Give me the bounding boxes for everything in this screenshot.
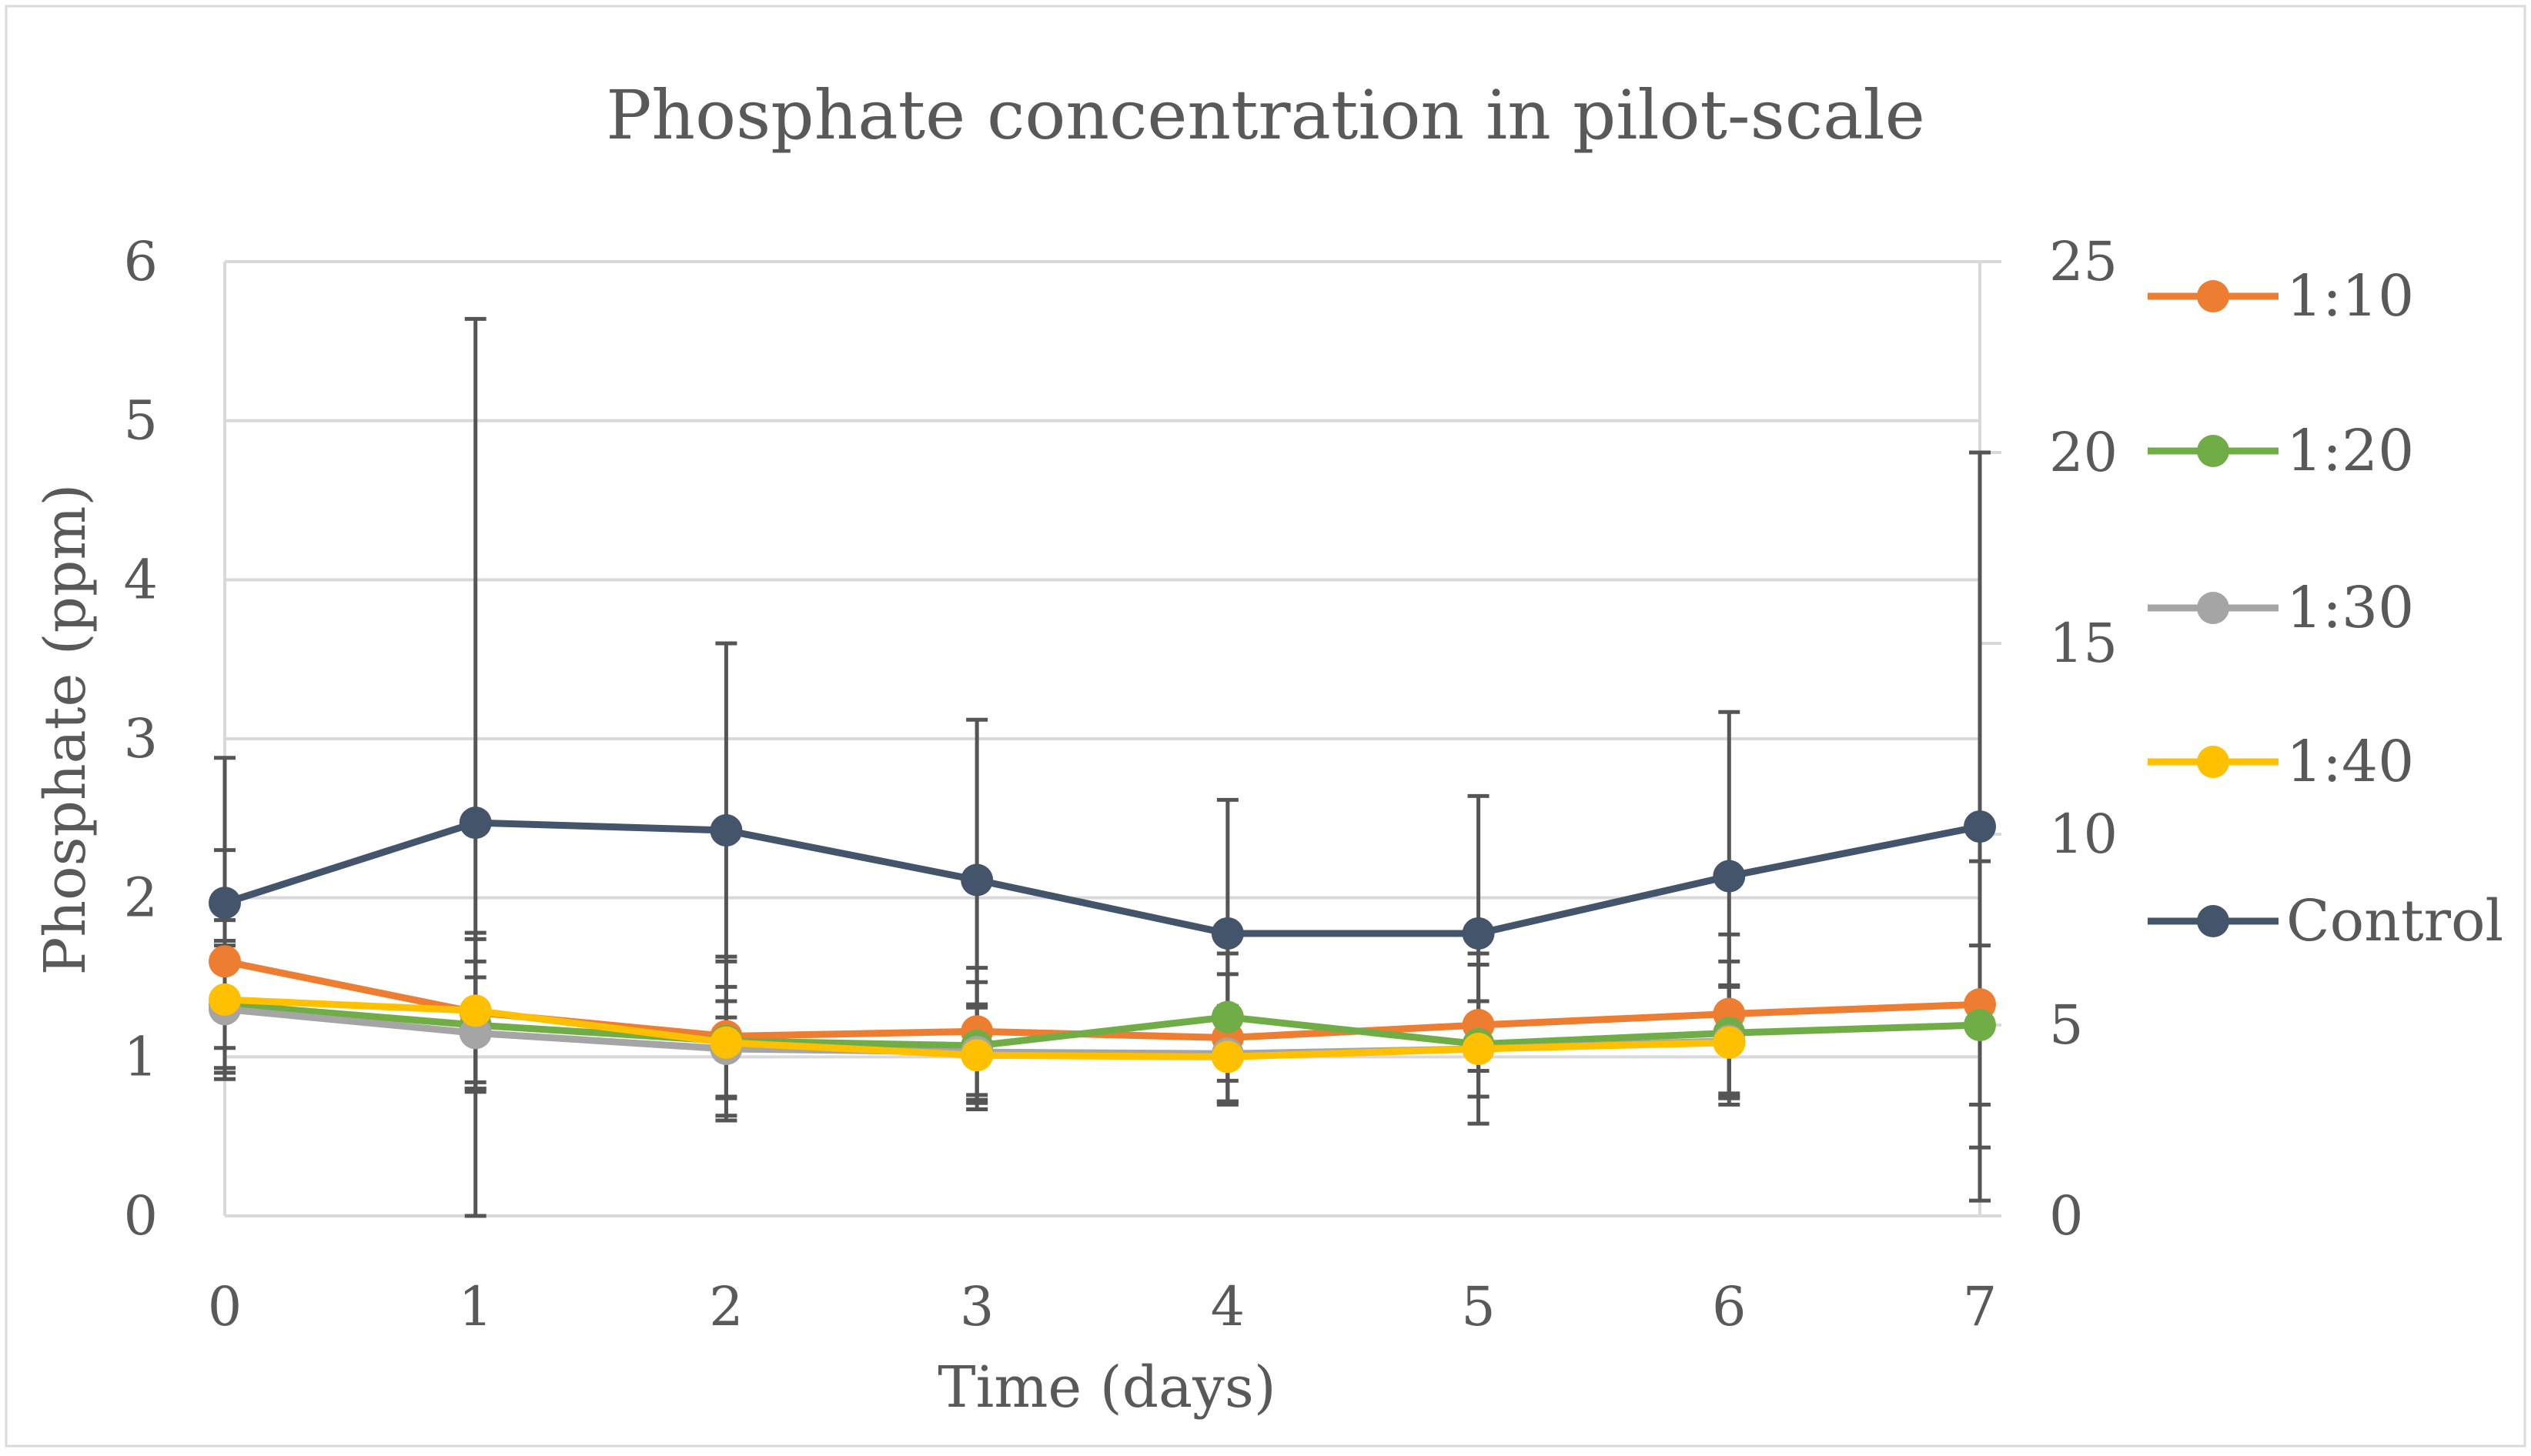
data-point-1-40 — [1211, 1040, 1244, 1074]
data-point-1-40 — [1713, 1026, 1746, 1059]
data-point-control — [209, 887, 241, 920]
data-point-control — [1964, 810, 1996, 843]
series-line-control — [223, 819, 1981, 937]
legend-label-1-40: 1:40 — [2286, 729, 2414, 795]
legend-swatch-marker-1-40 — [2197, 746, 2229, 778]
x-tick-label: 6 — [1712, 1275, 1747, 1338]
y2-tick-label: 15 — [2049, 612, 2118, 675]
x-tick-label: 7 — [1963, 1275, 1998, 1338]
series-lines — [209, 806, 1996, 1074]
x-tick-label: 3 — [960, 1275, 995, 1338]
data-point-1-40 — [209, 983, 241, 1016]
data-point-control — [1211, 917, 1244, 950]
y-tick-label: 1 — [123, 1025, 158, 1088]
data-point-1-30 — [459, 1017, 492, 1050]
legend-label-1-20: 1:20 — [2286, 418, 2414, 484]
data-point-control — [459, 806, 492, 840]
x-axis-title: Time (days) — [938, 1354, 1276, 1421]
data-point-control — [1713, 860, 1746, 893]
axes: 0 1 2 3 4 5 6 0 5 10 15 20 25 0 1 2 3 4 5 6 7 — [123, 230, 2118, 1338]
y2-tick-label: 5 — [2049, 993, 2084, 1057]
x-tick-label: 1 — [458, 1275, 493, 1338]
y2-tick-label: 25 — [2049, 230, 2118, 293]
legend-swatch-marker-1-10 — [2197, 280, 2229, 312]
legend-swatch-marker-1-30 — [2197, 592, 2229, 624]
data-point-control — [710, 814, 743, 847]
x-tick-label: 2 — [709, 1275, 744, 1338]
gridlines — [223, 260, 1981, 1216]
series-line-1-20 — [224, 1000, 1981, 1050]
legend-label-1-30: 1:30 — [2286, 575, 2414, 641]
chart-border — [5, 5, 2526, 1448]
data-point-control — [961, 863, 994, 897]
y-tick-label: 3 — [123, 707, 158, 770]
y-tick-label: 6 — [123, 230, 158, 293]
x-tick-label: 4 — [1211, 1275, 1245, 1338]
y-tick-label: 0 — [123, 1184, 158, 1247]
y-tick-label: 2 — [123, 867, 158, 930]
legend-swatch-marker-1-20 — [2197, 435, 2229, 467]
legend: 1:10 1:20 1:30 1:40 Control — [2148, 263, 2503, 954]
y2-tick-label: 20 — [2049, 421, 2118, 484]
y-tick-label: 5 — [123, 389, 158, 452]
data-point-1-40 — [961, 1039, 994, 1072]
data-point-1-20 — [1964, 1009, 1996, 1041]
x-tick-label: 5 — [1461, 1275, 1496, 1338]
data-point-1-40 — [710, 1026, 743, 1059]
data-point-1-10 — [209, 945, 241, 978]
data-point-1-40 — [459, 994, 492, 1027]
legend-label-control: Control — [2286, 888, 2503, 954]
legend-swatch-marker-control — [2197, 905, 2229, 937]
y2-tick-label: 0 — [2049, 1184, 2084, 1247]
y-tick-label: 4 — [123, 548, 158, 611]
data-point-control — [1462, 917, 1495, 950]
legend-label-1-10: 1:10 — [2286, 263, 2414, 329]
chart-title: Phosphate concentration in pilot-scale — [606, 75, 1925, 155]
data-point-1-20 — [1211, 1000, 1244, 1034]
x-tick-label: 0 — [208, 1275, 242, 1338]
y2-tick-label: 10 — [2049, 803, 2118, 866]
y-axis-title: Phosphate (ppm) — [32, 484, 99, 976]
data-point-1-40 — [1462, 1033, 1495, 1065]
